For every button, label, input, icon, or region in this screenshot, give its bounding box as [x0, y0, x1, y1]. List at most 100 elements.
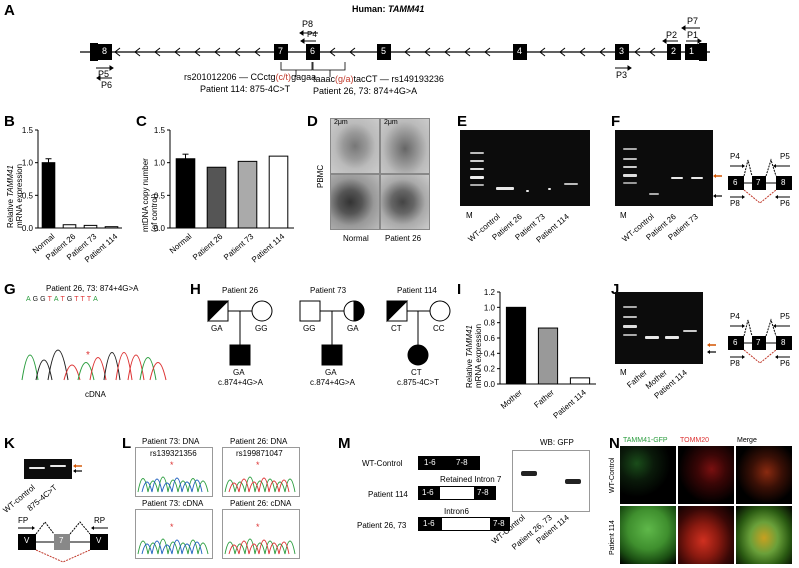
primer-p6-label: P6	[101, 80, 113, 90]
panel-b-bar	[104, 226, 119, 229]
primer-p2-label: P2	[666, 30, 678, 40]
ped-f3-child: CT	[411, 368, 422, 377]
j-p6: P6	[780, 359, 790, 368]
exon-3-label: 3	[619, 46, 625, 56]
panel-c-bar	[206, 166, 227, 229]
f-exon6: 6	[733, 178, 738, 187]
l-trace-box-1	[135, 447, 213, 497]
panel-c-bar	[268, 155, 289, 229]
m-retained-label: Retained Intron 7	[440, 475, 502, 484]
panel-label-h: H	[190, 281, 201, 298]
ped-f3-father: CT	[391, 324, 402, 333]
panel-label-d: D	[307, 113, 318, 130]
m-row1-a: 1-6	[424, 458, 436, 467]
panel-i-ytick-label: 0.8	[484, 319, 496, 328]
ped-f2-father: GG	[303, 324, 316, 333]
panel-c-ytick-label: 1.0	[154, 159, 166, 168]
n-img-wt-tomm20	[678, 446, 734, 504]
m-row1-bar: 1-6 7-8	[418, 456, 480, 470]
panel-i-ytick-label: 0.4	[484, 349, 496, 358]
panel-label-a: A	[4, 2, 15, 19]
panel-label-g: G	[4, 281, 16, 298]
panel-label-c: C	[136, 113, 147, 130]
j-exon8: 8	[781, 338, 786, 347]
f-p4: P4	[730, 152, 740, 161]
l-trace-box-2	[222, 447, 300, 497]
f-p5: P5	[780, 152, 790, 161]
panel-i-bar	[569, 377, 591, 385]
ped-f2-mother: GA	[347, 324, 359, 333]
panel-c-ytick-label: 0.5	[154, 191, 166, 200]
panel-label-j: J	[611, 281, 620, 298]
exon-2-label: 2	[671, 46, 677, 56]
gel-e-lane-m: M	[466, 211, 473, 220]
gel-f-lane-m: M	[620, 211, 627, 220]
k-rp: RP	[94, 516, 106, 525]
l-title-2: Patient 26: DNA	[230, 437, 288, 446]
ped-fam2-title: Patient 73	[310, 286, 347, 295]
gel-j-lane-m: M	[620, 368, 627, 377]
gel-j	[615, 292, 703, 364]
l-trace-box-4	[222, 509, 300, 559]
variant-right-seq: taaac(g/a)tacCT — rs149193236	[313, 74, 444, 84]
f-exon7: 7	[756, 178, 761, 187]
j-p8: P8	[730, 359, 740, 368]
exon-7-label: 7	[278, 46, 284, 56]
panel-label-f: F	[611, 113, 621, 130]
variant-left-patient: Patient 114: 875-4C>T	[200, 84, 291, 94]
l-rs1: rs139321356	[150, 449, 197, 458]
gene-structure-diagram	[80, 25, 710, 81]
ped-fam3-title: Patient 114	[397, 286, 437, 295]
panel-i-ytick-label: 0.0	[484, 380, 496, 389]
l-trace-box-3	[135, 509, 213, 559]
m-wb-title: WB: GFP	[540, 438, 574, 447]
primer-p3-label: P3	[616, 70, 628, 80]
panel-label-m: M	[338, 435, 351, 452]
scale-bar-label-2: 2μm	[384, 119, 398, 126]
ped-f2-mut: c.874+4G>A	[310, 378, 355, 387]
f-p8: P8	[730, 199, 740, 208]
svg-text:*: *	[170, 522, 174, 532]
panel-b-ytick-label: 0.5	[22, 191, 34, 200]
svg-text:*: *	[170, 460, 174, 470]
panel-b-bar	[83, 224, 98, 229]
svg-text:*: *	[256, 522, 260, 532]
panel-label-e: E	[457, 113, 468, 130]
panel-b-bar	[62, 224, 77, 229]
em-image-patient-top	[380, 118, 430, 174]
ped-f1-mut: c.874+4G>A	[218, 378, 263, 387]
exon-4-label: 4	[517, 46, 523, 56]
m-row3-bar: 1-6 7-8	[418, 517, 510, 531]
chromatogram-title: Patient 26, 73: 874+4G>A	[46, 284, 139, 293]
em-image-normal-bottom	[330, 174, 380, 230]
f-p6: P6	[780, 199, 790, 208]
scale-bar-label-1: 2μm	[334, 119, 348, 126]
n-row-p114: Patient 114	[609, 520, 616, 555]
j-p5: P5	[780, 312, 790, 321]
j-exon7: 7	[756, 338, 761, 347]
m-row3-label: Patient 26, 73	[357, 521, 407, 530]
n-img-wt-gfp	[620, 446, 676, 504]
n-img-p114-tomm20	[678, 506, 734, 564]
l-title-3: Patient 73: cDNA	[142, 499, 204, 508]
m-row2-b: 7-8	[477, 488, 489, 497]
exon-6-label: 6	[310, 46, 316, 56]
chromatogram-xlabel: cDNA	[85, 390, 106, 399]
variant-right-patient: Patient 26, 73: 874+4G>A	[313, 86, 418, 96]
panel-label-k: K	[4, 435, 15, 452]
em-col-normal: Normal	[343, 234, 369, 243]
m-row2-a: 1-6	[422, 488, 434, 497]
ped-fam1-title: Patient 26	[222, 286, 259, 295]
l-rs2: rs199871047	[236, 449, 283, 458]
n-img-p114-merge	[736, 506, 792, 564]
exon-8-label: 8	[102, 46, 108, 56]
